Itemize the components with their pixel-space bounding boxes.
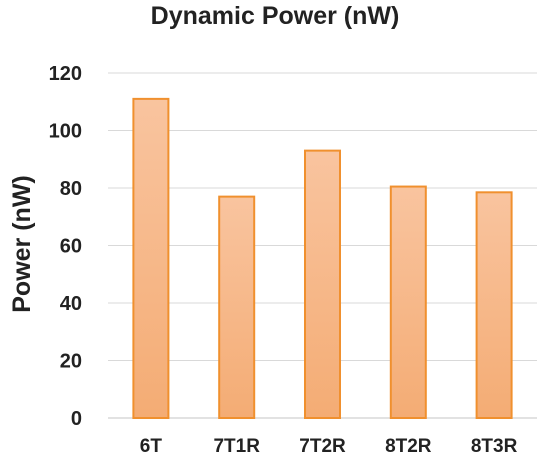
bar-8t3r bbox=[475, 191, 513, 419]
y-tick-label: 20 bbox=[60, 351, 82, 373]
bar-7t2r bbox=[304, 149, 341, 419]
x-tick-label: 7T2R bbox=[299, 436, 346, 457]
x-tick-label: 8T3R bbox=[471, 436, 518, 457]
bars bbox=[132, 97, 513, 419]
y-tick-label: 80 bbox=[60, 178, 82, 200]
y-tick-label: 100 bbox=[49, 121, 82, 143]
y-axis-ticks: 0 20 40 60 80 100 120 bbox=[49, 63, 82, 430]
y-tick-label: 0 bbox=[71, 408, 82, 430]
bar-6t bbox=[132, 97, 170, 419]
x-tick-label: 8T2R bbox=[385, 436, 432, 457]
y-tick-label: 120 bbox=[49, 63, 82, 85]
y-tick-label: 40 bbox=[60, 293, 82, 315]
bar-8t2r bbox=[389, 185, 427, 419]
x-axis-ticks: 6T 7T1R 7T2R 8T2R 8T3R bbox=[140, 436, 518, 457]
y-axis-label: Power (nW) bbox=[8, 175, 36, 313]
chart-title: Dynamic Power (nW) bbox=[150, 2, 400, 30]
bar-7t1r bbox=[218, 195, 256, 419]
y-tick-label: 60 bbox=[60, 236, 82, 258]
x-tick-label: 7T1R bbox=[213, 436, 260, 457]
x-tick-label: 6T bbox=[140, 436, 163, 457]
